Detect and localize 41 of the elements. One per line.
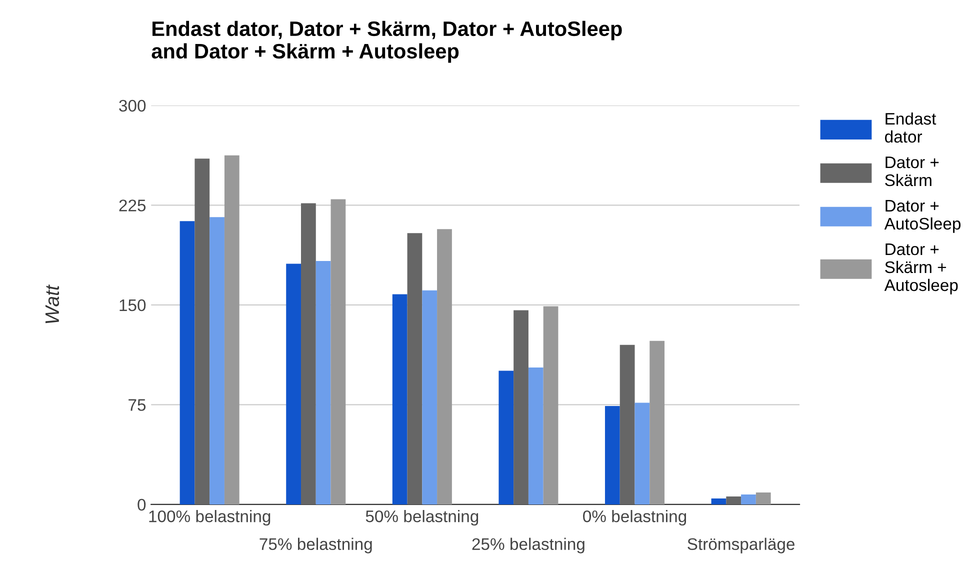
bar [756,492,771,504]
legend-label: Dator + Skärm [885,156,939,186]
x-tick-label: 75% belastning [260,538,372,554]
bar [224,155,240,504]
bar [316,261,331,504]
y-tick-label: 150 [120,299,146,312]
bar [604,406,620,504]
y-tick-label: 0 [138,498,146,511]
y-tick-label: 300 [119,100,146,112]
bar [437,229,452,504]
bar [330,199,346,504]
x-tick-label: 25% belastning [472,538,584,554]
x-tick-label: Strömsparläge [688,538,794,554]
bar [498,370,514,504]
bar [180,221,195,504]
legend-label: Endast dator [885,112,936,143]
y-tick-label: 75 [128,399,146,411]
bar [741,494,756,504]
x-tick-label: 50% belastning [366,510,478,526]
bar [514,310,528,504]
chart-title: Endast dator, Dator + Skärm, Dator + AutoSleep and Dator + Skärm + Autosleep [152,20,622,63]
bar [407,233,422,504]
bar [286,264,301,504]
bar [634,402,650,504]
bar [392,294,408,504]
bar [528,367,544,504]
y-axis-title: Watt [45,284,60,324]
bar [210,217,224,504]
bar [711,498,726,504]
bar [422,290,438,504]
bar [194,158,210,504]
bar [650,340,665,504]
bar [620,344,635,504]
bar [300,203,316,504]
legend-label: Dator + AutoSleep [884,200,961,233]
y-tick-label: 225 [119,200,146,212]
bar [726,496,742,504]
legend-label: Dator + Skärm + Autosleep [884,244,958,294]
x-tick-label: 0% belastning [583,510,686,526]
bar [543,306,558,504]
x-tick-label: 100% belastning [149,510,270,526]
